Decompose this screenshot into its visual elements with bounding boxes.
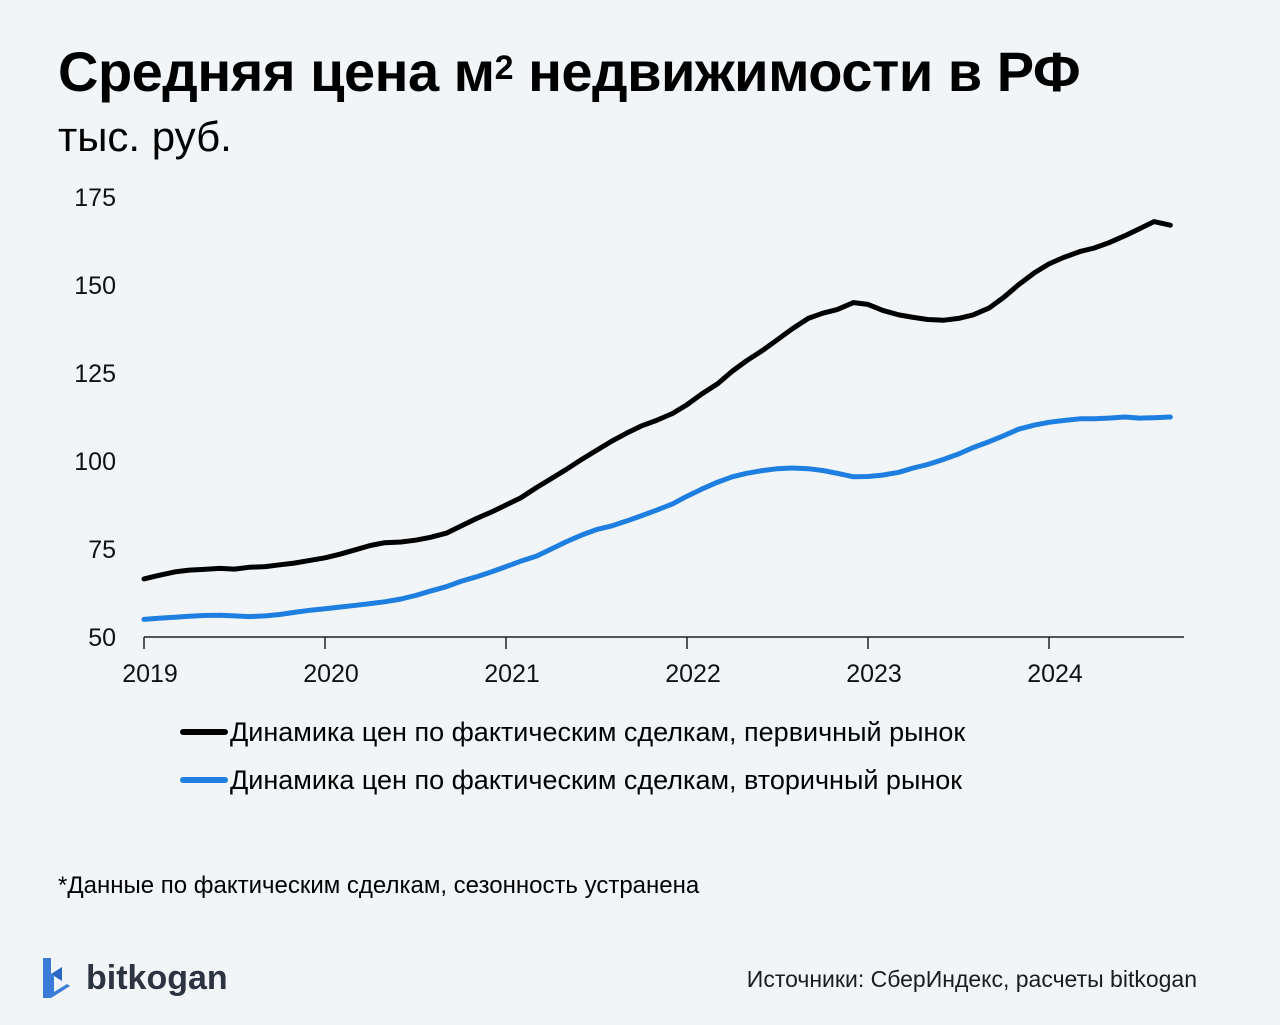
brand-name: bitkogan xyxy=(86,958,228,997)
series-line-primary xyxy=(141,219,1173,582)
bitkogan-logo-icon xyxy=(43,958,70,998)
page-subtitle: тыс. руб. xyxy=(58,113,232,160)
x-tick-label: 2024 xyxy=(1027,660,1083,688)
x-tick-label: 2021 xyxy=(484,660,540,688)
footnote: *Данные по фактическим сделкам, сезоннос… xyxy=(58,872,700,899)
legend-label-primary: Динамика цен по фактическим сделкам, пер… xyxy=(230,716,966,747)
sources: Источники: СберИндекс, расчеты bitkogan xyxy=(746,966,1197,992)
y-tick-label: 50 xyxy=(88,624,116,652)
legend-item-primary: Динамика цен по фактическим сделкам, пер… xyxy=(180,708,965,756)
y-tick-label: 100 xyxy=(74,448,116,476)
series-line-secondary xyxy=(141,414,1173,622)
y-tick-label: 175 xyxy=(74,184,116,212)
chart-legend: Динамика цен по фактическим сделкам, пер… xyxy=(180,708,965,804)
legend-item-secondary: Динамика цен по фактическим сделкам, вто… xyxy=(180,756,965,804)
legend-swatch-primary xyxy=(180,729,228,735)
y-tick-label: 150 xyxy=(74,272,116,300)
x-tick-label: 2019 xyxy=(122,660,178,688)
title-superscript: 2 xyxy=(494,49,514,87)
x-tick-label: 2022 xyxy=(665,660,721,688)
y-tick-label: 125 xyxy=(74,360,116,388)
title-rest: недвижимости в РФ xyxy=(513,40,1081,103)
x-tick-label: 2020 xyxy=(303,660,359,688)
x-tick-label: 2023 xyxy=(846,660,902,688)
title-main: Средняя цена м xyxy=(58,40,495,103)
y-tick-label: 75 xyxy=(88,536,116,564)
legend-label-secondary: Динамика цен по фактическим сделкам, вто… xyxy=(230,764,963,795)
page-title: Средняя цена м2 недвижимости в РФ xyxy=(58,40,1081,104)
header: Средняя цена м2 недвижимости в РФ тыс. р… xyxy=(58,40,1081,162)
line-chart: 50 75 100 125 150 175 2019 2020 2021 2022 2023 2024 xyxy=(74,184,1184,688)
brand: bitkogan xyxy=(40,956,228,1000)
legend-swatch-secondary xyxy=(180,777,228,783)
